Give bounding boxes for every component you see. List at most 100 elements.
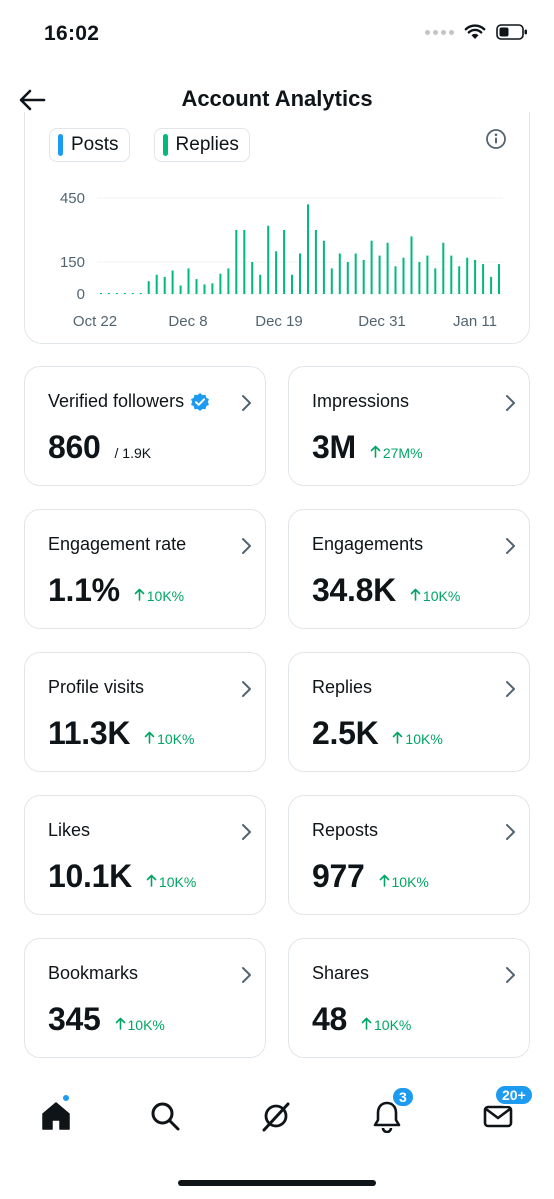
chevron-right-icon: [242, 681, 251, 697]
metric-value-row: 345 10K%: [48, 1001, 165, 1038]
metric-value: 860: [48, 429, 101, 465]
status-time: 16:02: [44, 22, 100, 45]
metric-delta: 10K%: [361, 1017, 411, 1033]
chart-bar: [235, 230, 238, 294]
metric-value-row: 48 10K%: [312, 1001, 411, 1038]
chart-bar: [179, 285, 182, 294]
chart-bar: [123, 293, 126, 294]
chart-bar: [291, 274, 293, 294]
metric-value: 11.3K: [48, 715, 131, 751]
tab-search[interactable]: [143, 1094, 187, 1138]
metric-card-likes[interactable]: Likes 10.1K 10K%: [24, 795, 266, 915]
header: Account Analytics: [0, 72, 554, 128]
metric-card-bookmarks[interactable]: Bookmarks 345 10K%: [24, 938, 266, 1058]
chart-bar: [259, 274, 262, 294]
metric-value: 34.8K: [312, 572, 396, 608]
chevron-right-icon: [506, 395, 515, 411]
metric-card-reposts[interactable]: Reposts 977 10K%: [288, 795, 530, 915]
legend-replies-label: Replies: [175, 134, 239, 155]
chart-bar: [307, 204, 309, 294]
wifi-icon: [464, 24, 486, 39]
tab-home[interactable]: [34, 1093, 78, 1138]
chart-bar: [418, 262, 421, 294]
legend-posts-toggle[interactable]: Posts: [49, 128, 130, 162]
metric-delta: 10K%: [410, 588, 460, 604]
info-icon[interactable]: [485, 128, 507, 150]
metric-card-profile-visits[interactable]: Profile visits 11.3K 10K%: [24, 652, 266, 772]
chart-bar: [458, 266, 461, 294]
chart-legend: Posts Replies: [49, 128, 250, 162]
metric-label: Engagement rate: [48, 534, 186, 555]
x-tick-label: Oct 22: [73, 313, 117, 330]
chevron-right-icon: [242, 824, 251, 840]
mail-icon: [483, 1105, 513, 1128]
chart-bar: [338, 253, 341, 294]
metric-delta: 10K%: [144, 731, 195, 747]
chart-bar: [155, 274, 158, 294]
chart-bar: [275, 251, 278, 294]
metric-label: Impressions: [312, 391, 409, 412]
notifications-badge: 3: [391, 1086, 415, 1108]
chart-bar: [227, 268, 230, 294]
chart-bar: [370, 240, 373, 294]
arrow-left-icon: [19, 89, 46, 111]
metric-label: Verified followers: [48, 391, 210, 412]
arrow-up-icon: [379, 874, 389, 887]
metric-delta: 10K%: [134, 588, 184, 604]
metric-card-verified-followers[interactable]: Verified followers 860 / 1.9K: [24, 366, 266, 486]
metric-value-row: 11.3K 10K%: [48, 715, 195, 752]
back-button[interactable]: [12, 80, 52, 120]
metric-value: 977: [312, 858, 365, 894]
metric-delta-text: 10K%: [391, 874, 429, 890]
chart-card: Posts Replies 0 150 450 Oct 22 Dec 8 Dec 19 De…: [24, 112, 530, 344]
chart-bar: [211, 283, 214, 294]
chart-bar: [283, 230, 286, 294]
legend-replies-toggle[interactable]: Replies: [153, 128, 250, 162]
chart-bar: [139, 293, 142, 294]
metric-label-text: Likes: [48, 820, 91, 840]
legend-replies-swatch: [162, 134, 168, 156]
metric-card-shares[interactable]: Shares 48 10K%: [288, 938, 530, 1058]
tab-messages[interactable]: 20+: [476, 1084, 534, 1138]
status-icons: [425, 24, 528, 40]
chart-bar: [147, 281, 150, 294]
chevron-right-icon: [506, 681, 515, 697]
chart-bar: [426, 255, 429, 294]
signal-icon: [425, 29, 454, 35]
metric-card-impressions[interactable]: Impressions 3M 27M%: [288, 366, 530, 486]
metric-label-text: Impressions: [312, 391, 410, 411]
metric-value: 345: [48, 1001, 101, 1037]
metric-card-engagement-rate[interactable]: Engagement rate 1.1% 10K%: [24, 509, 266, 629]
metric-value-row: 3M 27M%: [312, 429, 423, 466]
chart-bar: [187, 268, 190, 294]
chart-bar: [330, 268, 333, 294]
arrow-up-icon: [144, 731, 155, 744]
legend-posts-label: Posts: [71, 134, 119, 155]
metric-label: Shares: [312, 963, 369, 984]
metric-value-row: 34.8K 10K%: [312, 572, 460, 609]
chart-bar: [378, 255, 381, 294]
metric-card-replies[interactable]: Replies 2.5K 10K%: [288, 652, 530, 772]
chart-bar: [386, 242, 389, 294]
arrow-up-icon: [146, 874, 157, 887]
metric-label-text: Engagements: [312, 534, 424, 554]
metric-value-row: 860 / 1.9K: [48, 429, 151, 466]
x-tick-label: Jan 11: [453, 313, 497, 330]
tab-notifications[interactable]: 3: [365, 1086, 415, 1138]
metric-label-text: Profile visits: [48, 677, 145, 697]
metric-label-text: Engagement rate: [48, 534, 187, 554]
chart-bar: [299, 253, 301, 294]
metric-value: 10.1K: [48, 858, 132, 894]
y-tick-label: 150: [60, 254, 85, 271]
metric-delta: 10K%: [146, 874, 196, 890]
analytics-chart: 0 150 450 Oct 22 Dec 8 Dec 19 Dec 31 Jan 11: [60, 190, 503, 330]
metric-delta-text: 10K%: [374, 1017, 412, 1033]
tab-grok[interactable]: [254, 1094, 298, 1138]
metric-delta-text: 10K%: [405, 731, 443, 747]
metric-delta-text: 10K%: [157, 731, 195, 747]
metric-value-row: 2.5K 10K%: [312, 715, 443, 752]
metric-card-engagements[interactable]: Engagements 34.8K 10K%: [288, 509, 530, 629]
metric-label: Bookmarks: [48, 963, 138, 984]
chart-bar: [498, 264, 500, 294]
page-title: Account Analytics: [181, 86, 373, 111]
